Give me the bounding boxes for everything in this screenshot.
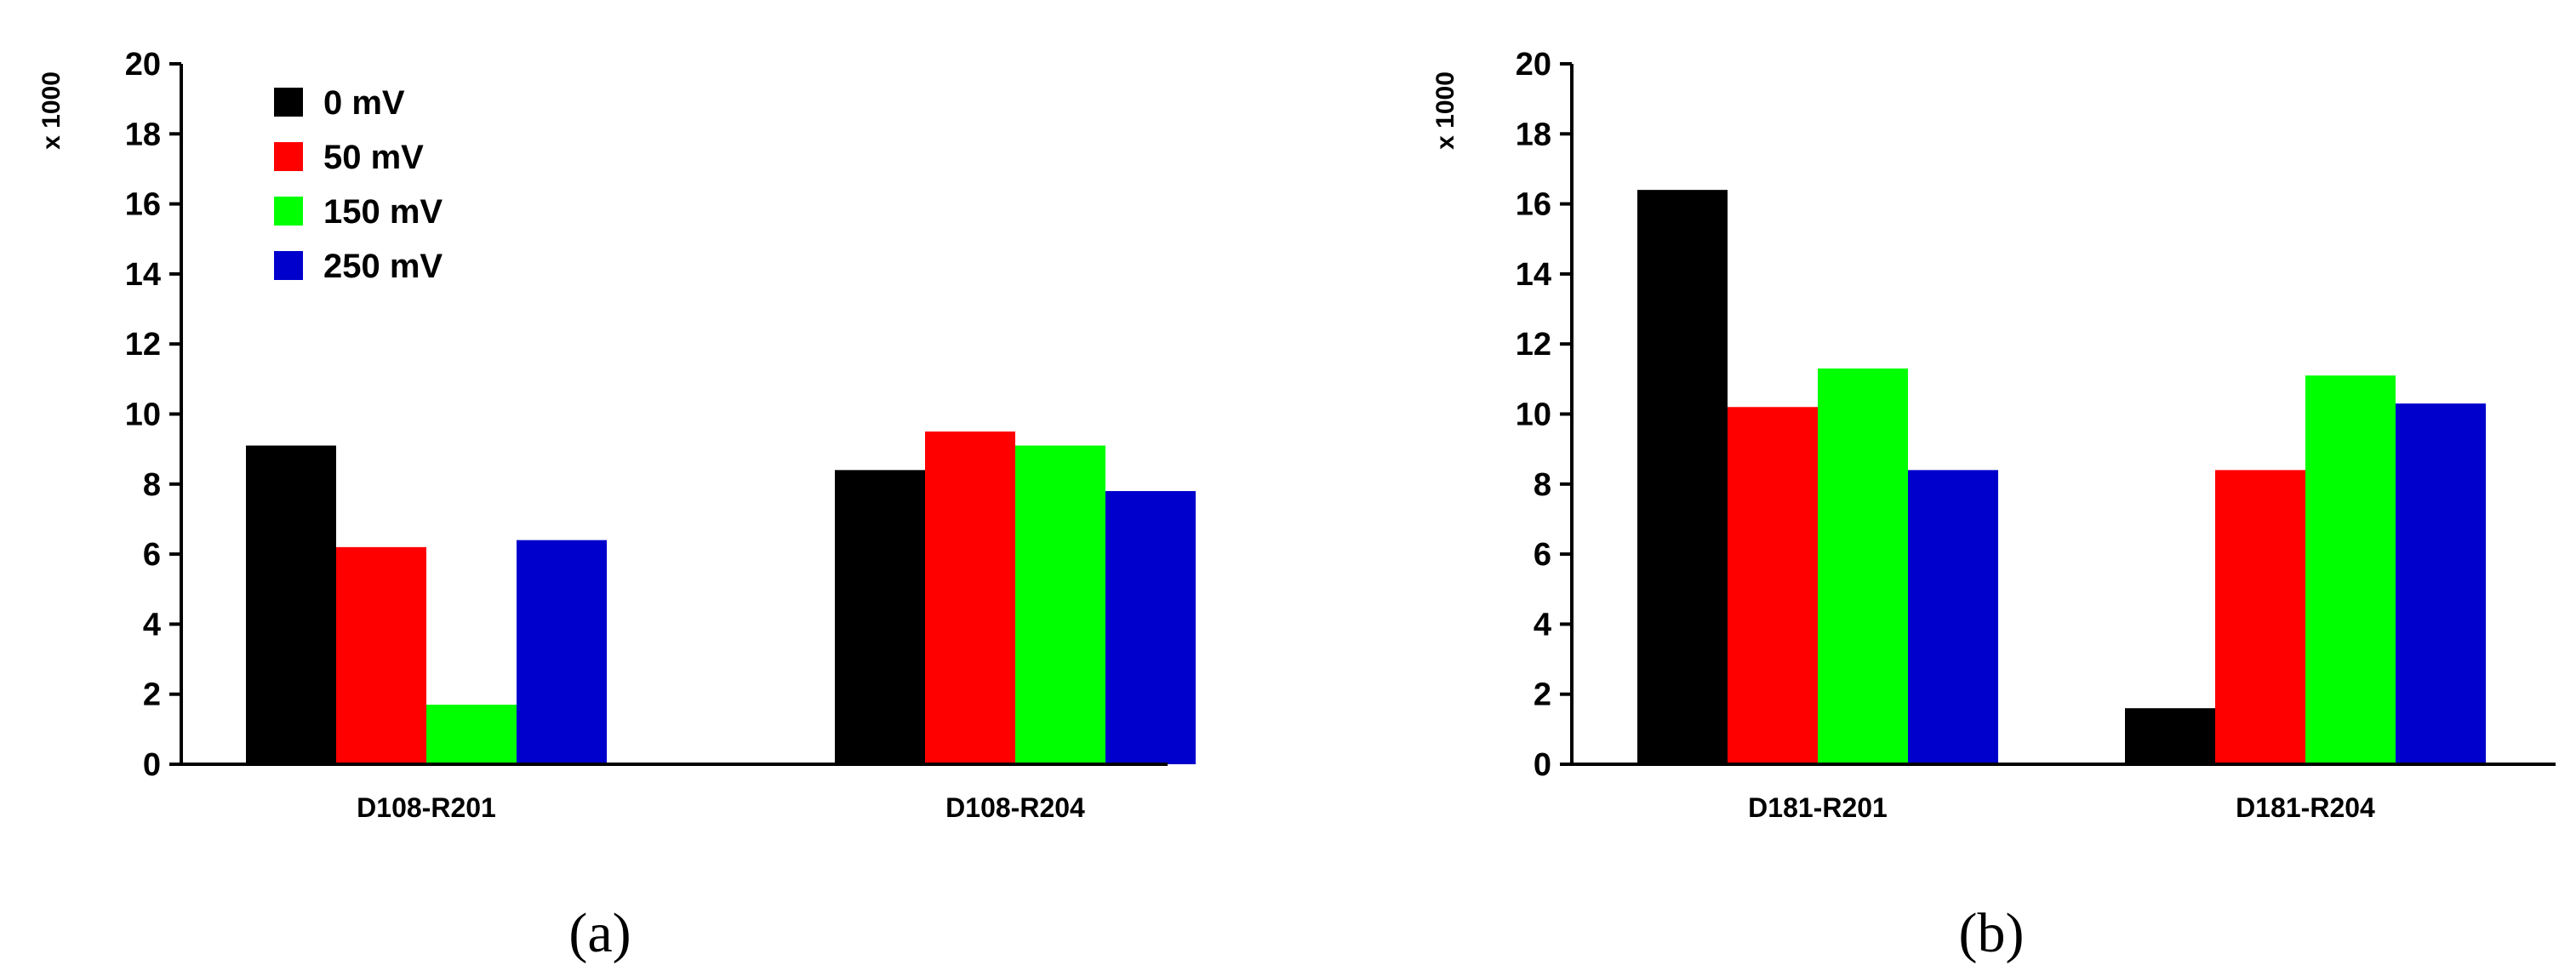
bar-d181-r204-series-1 bbox=[2215, 470, 2305, 764]
legend-swatch bbox=[274, 197, 303, 226]
legend-swatch bbox=[274, 142, 303, 171]
y-tick-label: 14 bbox=[125, 257, 161, 293]
bar-d108-r201-series-1 bbox=[336, 546, 426, 764]
y-tick-label: 14 bbox=[1516, 257, 1551, 293]
legend-swatch bbox=[274, 88, 303, 117]
legend-label: 0 mV bbox=[323, 84, 405, 122]
legend-swatch bbox=[274, 251, 303, 280]
legend-label: 150 mV bbox=[323, 193, 443, 231]
chart-panel-b: 0 2 4 6 8 10 12 14 16 18 20 x 1000 D181-R201 D181-R20… bbox=[1431, 47, 2556, 964]
y-tick-label: 10 bbox=[1516, 397, 1551, 433]
bar-d181-r201-series-1 bbox=[1728, 407, 1818, 764]
y-tick-label: 20 bbox=[1516, 47, 1551, 83]
x-category-label: D108-R201 bbox=[357, 792, 496, 823]
bar-d181-r204-series-3 bbox=[2396, 403, 2486, 764]
bar-d108-r204-series-2 bbox=[1015, 445, 1105, 764]
bar-d181-r204-series-0 bbox=[2125, 708, 2215, 764]
x-category-label: D181-R201 bbox=[1748, 792, 1888, 823]
y-tick-label: 10 bbox=[125, 397, 161, 433]
bar-d181-r201-series-2 bbox=[1818, 369, 1908, 764]
panel-label: (b) bbox=[1959, 902, 2025, 964]
y-tick-label: 20 bbox=[125, 47, 161, 83]
bar-d108-r204-series-3 bbox=[1105, 491, 1196, 764]
y-tick-label: 8 bbox=[143, 467, 161, 503]
y-tick-label: 0 bbox=[143, 747, 161, 783]
y-tick-label: 18 bbox=[125, 117, 161, 152]
y-tick-label: 6 bbox=[1534, 537, 1551, 573]
y-tick-label: 18 bbox=[1516, 117, 1551, 152]
legend-label: 250 mV bbox=[323, 248, 443, 285]
y-tick-label: 16 bbox=[125, 187, 161, 223]
bar-d108-r204-series-1 bbox=[925, 431, 1015, 764]
y-tick-label: 12 bbox=[1516, 327, 1551, 363]
y-tick-label: 8 bbox=[1534, 467, 1551, 503]
y-tick-label: 2 bbox=[1534, 677, 1551, 713]
y-axis-unit-label: x 1000 bbox=[1431, 71, 1459, 150]
y-tick-label: 6 bbox=[143, 537, 161, 573]
bar-d181-r201-series-0 bbox=[1637, 190, 1728, 764]
chart-panel-a: 0 2 4 6 8 10 12 14 16 18 20 x 1000 D108-R201 D108-R20… bbox=[37, 47, 1196, 964]
bar-d108-r204-series-0 bbox=[835, 470, 925, 764]
y-tick-label: 12 bbox=[125, 327, 161, 363]
bar-d108-r201-series-3 bbox=[517, 540, 607, 764]
bar-d108-r201-series-0 bbox=[246, 445, 336, 764]
y-tick-label: 4 bbox=[143, 607, 161, 643]
y-tick-label: 0 bbox=[1534, 747, 1551, 783]
bar-d181-r204-series-2 bbox=[2305, 375, 2396, 764]
bar-d108-r201-series-2 bbox=[426, 705, 517, 764]
bar-d181-r201-series-3 bbox=[1908, 470, 1998, 764]
panel-label: (a) bbox=[568, 902, 631, 964]
y-tick-label: 2 bbox=[143, 677, 161, 713]
x-category-label: D108-R204 bbox=[945, 792, 1085, 823]
y-axis-unit-label: x 1000 bbox=[37, 71, 66, 150]
x-category-label: D181-R204 bbox=[2236, 792, 2375, 823]
y-tick-label: 16 bbox=[1516, 187, 1551, 223]
y-tick-label: 4 bbox=[1534, 607, 1551, 643]
legend-label: 50 mV bbox=[323, 139, 424, 176]
